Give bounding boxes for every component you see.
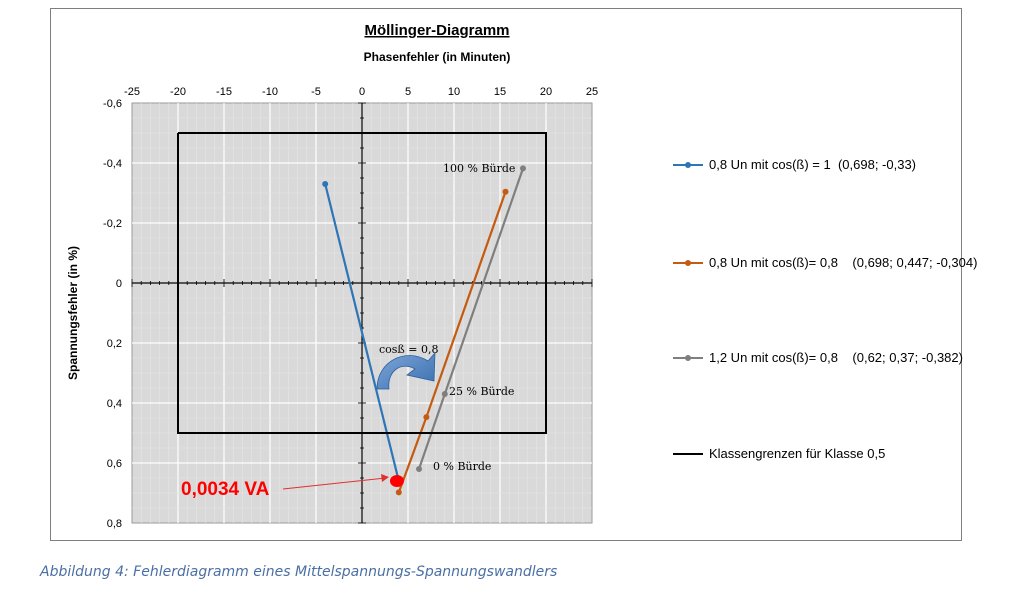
x-tick-label: 5 (405, 86, 411, 98)
x-tick-label: 20 (540, 86, 552, 98)
x-tick-label: 15 (494, 86, 506, 98)
va-pointer-arrowhead (381, 474, 389, 482)
legend-marker-line-icon (673, 354, 703, 361)
class-limit-box (177, 132, 547, 434)
moellinger-chart: -25 -20 -15 -10 -5 0 5 10 15 20 25 -0,6 -0,4 -0,2 0 0,2… (66, 22, 598, 530)
y-tick-label: 0,8 (107, 518, 122, 530)
data-point (441, 391, 448, 397)
x-tick-label: -10 (262, 86, 278, 98)
data-point (520, 165, 526, 172)
y-tick-label: 0,4 (107, 398, 122, 410)
legend-label: 1,2 Un mit cos(ß)= 0,8 (0,62; 0,37; -0,3… (709, 350, 963, 365)
y-tick-label: -0,6 (103, 98, 122, 110)
series-line (324, 183, 400, 482)
legend-marker-line-icon (673, 259, 703, 266)
x-tick-label: 10 (448, 86, 460, 98)
y-tick-label: 0,6 (107, 458, 122, 470)
legend-line-icon (673, 452, 703, 455)
cos-rotation-arrow-icon (376, 351, 436, 390)
data-point (395, 489, 402, 496)
burden-25-label: 25 % Bürde (449, 385, 514, 398)
legend-item-class-limits: Klassengrenzen für Klasse 0,5 (673, 446, 885, 461)
y-tick-label: -0,4 (103, 158, 122, 170)
burden-0-label: 0 % Bürde (433, 460, 491, 473)
burden-100-label: 100 % Bürde (443, 162, 515, 175)
legend-label: 0,8 Un mit cos(ß) = 1 (0,698; -0,33) (709, 157, 916, 172)
data-point (502, 188, 509, 195)
x-tick-label: 0 (359, 86, 365, 98)
x-tick-label: -20 (170, 86, 186, 98)
data-point (416, 466, 423, 472)
va-marker (389, 475, 404, 487)
legend-item-series-3: 1,2 Un mit cos(ß)= 0,8 (0,62; 0,37; -0,3… (673, 350, 963, 365)
y-tick-label: -0,2 (103, 218, 122, 230)
cos-label: cosß = 0,8 (379, 343, 438, 356)
legend-item-series-2: 0,8 Un mit cos(ß)= 0,8 (0,698; 0,447; -0… (673, 255, 977, 270)
x-tick-label: -25 (124, 86, 140, 98)
x-tick-label: 25 (586, 86, 598, 98)
y-tick-label: 0 (116, 278, 122, 290)
y-axis-title: Spannungsfehler (in %) (66, 246, 80, 380)
va-label: 0,0034 VA (181, 479, 270, 500)
chart-title: Möllinger-Diagramm (364, 22, 509, 39)
legend-label: 0,8 Un mit cos(ß)= 0,8 (0,698; 0,447; -0… (709, 255, 978, 270)
x-tick-label: -15 (216, 86, 232, 98)
chart-frame: -25 -20 -15 -10 -5 0 5 10 15 20 25 -0,6 -0,4 -0,2 0 0,2… (50, 8, 977, 541)
x-axis-title: Phasenfehler (in Minuten) (364, 50, 511, 64)
va-pointer-line (282, 477, 386, 490)
y-tick-label: 0,2 (107, 338, 122, 350)
legend-label: Klassengrenzen für Klasse 0,5 (709, 446, 886, 461)
data-point (423, 414, 430, 421)
x-tick-label: -5 (311, 86, 321, 98)
legend-item-series-1: 0,8 Un mit cos(ß) = 1 (0,698; -0,33) (673, 157, 916, 172)
data-point (322, 181, 329, 187)
figure-caption: Abbildung 4: Fehlerdiagramm eines Mittel… (40, 564, 558, 580)
legend-marker-line-icon (673, 161, 703, 168)
